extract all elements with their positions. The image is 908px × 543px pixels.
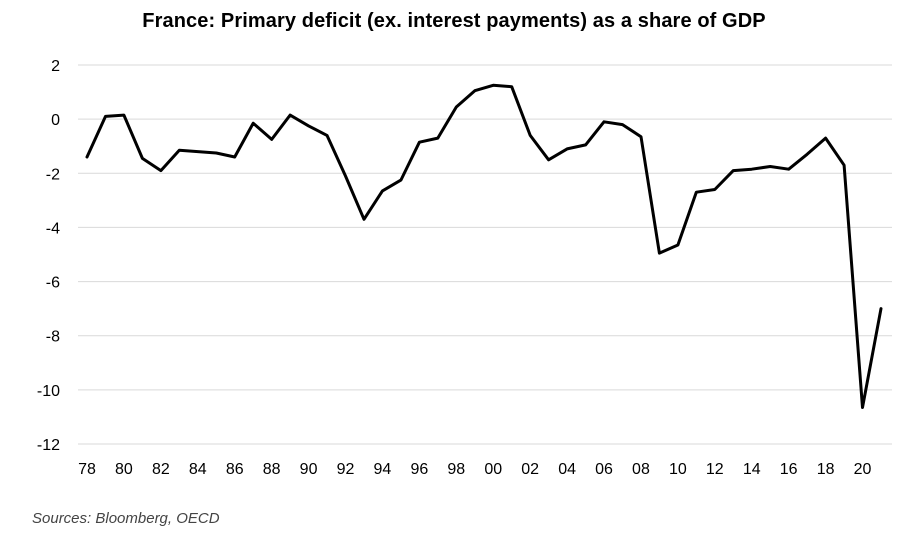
y-tick-label: -10	[37, 383, 60, 400]
x-tick-label: 88	[263, 461, 281, 478]
x-tick-label: 84	[189, 461, 207, 478]
y-tick-label: -4	[46, 220, 60, 237]
chart-title: France: Primary deficit (ex. interest pa…	[142, 10, 766, 32]
y-tick-label: 0	[51, 112, 60, 129]
x-tick-label: 20	[854, 461, 872, 478]
y-tick-label: 2	[51, 58, 60, 75]
x-tick-label: 80	[115, 461, 133, 478]
x-tick-label: 08	[632, 461, 650, 478]
x-tick-label: 90	[300, 461, 318, 478]
x-tick-label: 16	[780, 461, 798, 478]
x-tick-label: 86	[226, 461, 244, 478]
y-tick-label: -8	[46, 329, 60, 346]
gridlines	[78, 64, 892, 445]
x-tick-label: 10	[669, 461, 687, 478]
series-line-primary-deficit	[85, 83, 883, 409]
series-layer	[85, 83, 883, 409]
y-tick-label: -2	[46, 166, 60, 183]
x-tick-label: 96	[410, 461, 428, 478]
x-tick-label: 78	[78, 461, 96, 478]
x-tick-label: 02	[521, 461, 539, 478]
x-tick-label: 04	[558, 461, 576, 478]
x-tick-label: 12	[706, 461, 724, 478]
x-tick-label: 98	[447, 461, 465, 478]
y-tick-label: -6	[46, 275, 60, 292]
x-tick-label: 14	[743, 461, 761, 478]
x-tick-label: 82	[152, 461, 170, 478]
x-tick-label: 92	[337, 461, 355, 478]
x-tick-label: 94	[374, 461, 392, 478]
x-tick-label: 06	[595, 461, 613, 478]
x-tick-label: 00	[484, 461, 502, 478]
x-tick-label: 18	[817, 461, 835, 478]
x-axis-tick-labels: 78 80 82 84 86 88 90 92 94 96 98 00 02 04 06 08 10 12 14 16…	[78, 461, 871, 478]
y-axis-tick-labels: 2 0 -2 -4 -6 -8 -10 -12	[37, 58, 60, 454]
y-tick-label: -12	[37, 437, 60, 454]
chart-source-note: Sources: Bloomberg, OECD	[32, 510, 220, 527]
